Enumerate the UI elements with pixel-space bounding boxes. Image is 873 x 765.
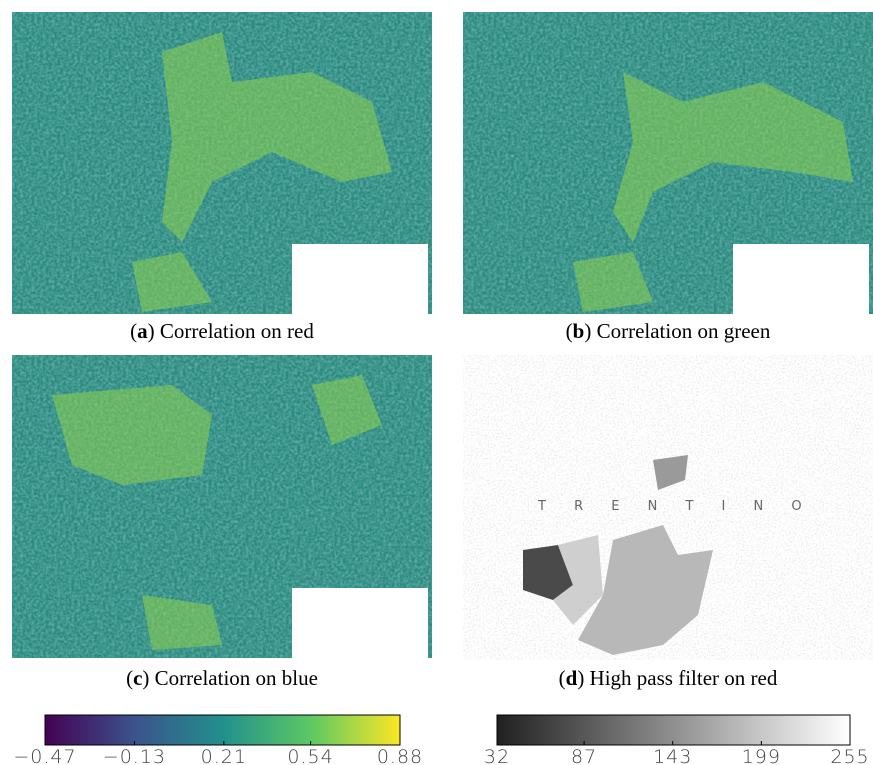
caption-part: d: [566, 666, 578, 690]
caption-part: ) Correlation on red: [148, 319, 315, 343]
map-panel: [12, 355, 432, 658]
caption-part: b: [573, 319, 585, 343]
panel-caption: (c) Correlation on blue: [126, 666, 318, 690]
map-notch: [292, 244, 428, 314]
map-annotation: T R E N T I N O: [537, 499, 814, 514]
colorbar-tick-label: −0.13: [103, 746, 166, 765]
caption-part: (: [130, 319, 137, 343]
map-notch: [733, 244, 869, 314]
colorbar-tick-label: 32: [484, 746, 510, 765]
caption-part: (: [559, 666, 566, 690]
map-notch: [292, 588, 428, 658]
caption-part: ) Correlation on green: [584, 319, 771, 343]
colorbar-tick-label: 87: [571, 746, 597, 765]
colorbar-tick-label: 0.21: [201, 746, 247, 765]
caption-part: ) Correlation on blue: [142, 666, 318, 690]
caption-part: a: [137, 319, 148, 343]
colorbar-tick-label: −0.47: [13, 746, 76, 765]
colorbar: [45, 715, 400, 745]
panel-caption: (d) High pass filter on red: [559, 666, 778, 690]
panel-caption: (b) Correlation on green: [566, 319, 771, 343]
colorbar-tick-label: 0.88: [377, 746, 423, 765]
colorbar-tick-label: 199: [742, 746, 781, 765]
page: (a) Correlation on red(b) Correlation on…: [0, 0, 873, 765]
caption-part: ) High pass filter on red: [577, 666, 778, 690]
map-panel: [463, 12, 873, 314]
colorbar-tick-label: 255: [830, 746, 869, 765]
colorbar-tick-label: 0.54: [287, 746, 333, 765]
caption-part: c: [133, 666, 142, 690]
caption-part: (: [566, 319, 573, 343]
figure: (a) Correlation on red(b) Correlation on…: [0, 0, 873, 765]
colorbar-tick-label: 143: [653, 746, 692, 765]
colorbar: [497, 715, 850, 745]
map-panel: [12, 12, 432, 314]
caption-part: (: [126, 666, 133, 690]
map-panel: T R E N T I N O: [463, 355, 873, 660]
panel-caption: (a) Correlation on red: [130, 319, 314, 343]
